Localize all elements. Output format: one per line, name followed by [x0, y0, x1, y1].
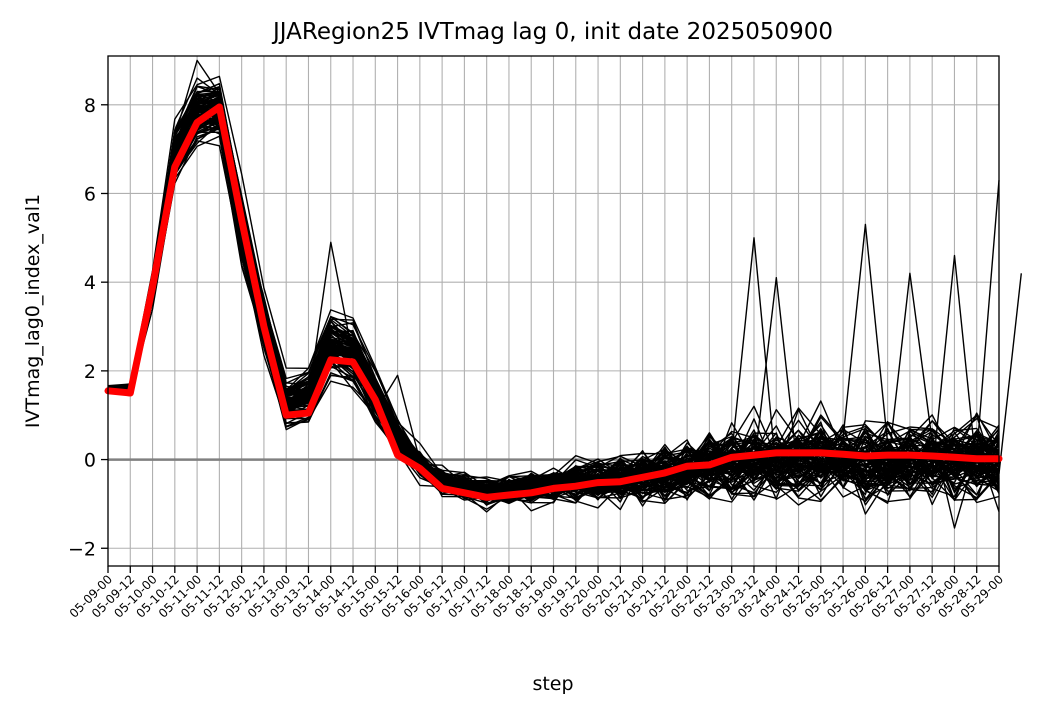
x-axis-label: step: [532, 673, 573, 695]
y-tick-label: 6: [84, 183, 96, 205]
ensemble-member-line: [107, 85, 1000, 486]
y-tick-label: −2: [68, 538, 96, 560]
y-axis-label: IVTmag_lag0_index_val1: [22, 194, 44, 428]
ensemble-mean-lines: [104, 103, 1003, 501]
y-tick-label: 0: [84, 450, 96, 472]
y-tick-label: 2: [84, 361, 96, 383]
chart-title: JJARegion25 IVTmag lag 0, init date 2025…: [271, 19, 833, 45]
y-tick-label: 8: [84, 95, 96, 117]
y-axis-ticks: −2 0 2 4 6 8: [68, 95, 108, 560]
y-tick-label: 4: [84, 272, 96, 294]
ensemble-mean-line: [104, 103, 1003, 501]
